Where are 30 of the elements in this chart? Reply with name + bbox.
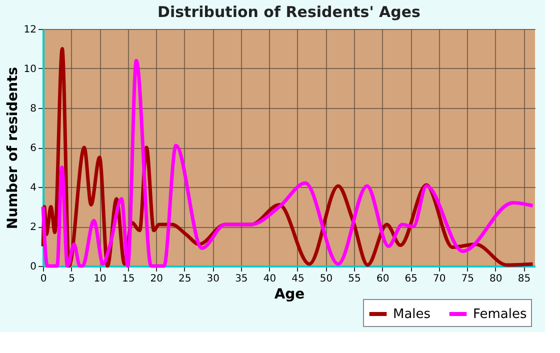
legend-label: Males — [393, 307, 431, 322]
x-tick-label: 55 — [348, 274, 361, 284]
x-tick-label: 40 — [263, 274, 276, 284]
x-tick-label: 70 — [432, 274, 446, 284]
x-tick-label: 80 — [490, 274, 502, 284]
x-tick-label: 30 — [206, 274, 220, 284]
chart-title: Distribution of Residents' Ages — [158, 3, 421, 21]
x-tick-label: 65 — [404, 274, 418, 284]
x-tick-label: 75 — [461, 274, 474, 284]
legend-label: Females — [473, 307, 528, 322]
y-tick-label: 2 — [30, 222, 36, 233]
y-tick-label: 12 — [24, 24, 36, 36]
y-tick-label: 8 — [30, 104, 36, 114]
x-tick-label: 60 — [376, 274, 390, 284]
y-tick-label: 10 — [24, 64, 36, 75]
x-tick-label: 25 — [178, 274, 192, 284]
x-tick-label: 0 — [40, 274, 47, 284]
y-tick-label: 0 — [30, 262, 36, 272]
x-tick-label: 10 — [94, 274, 106, 284]
y-tick-label: 6 — [30, 143, 36, 154]
x-tick-label: 85 — [518, 274, 531, 284]
y-axis-title: Number of residents — [4, 66, 21, 230]
x-axis-title: Age — [274, 286, 305, 302]
x-tick-label: 20 — [150, 274, 163, 284]
x-tick-label: 15 — [122, 274, 135, 284]
x-tick-label: 50 — [320, 274, 333, 284]
x-tick-label: 35 — [235, 274, 248, 284]
y-tick-label: 4 — [30, 182, 36, 194]
x-tick-label: 5 — [68, 274, 75, 284]
x-tick-label: 45 — [292, 274, 304, 284]
